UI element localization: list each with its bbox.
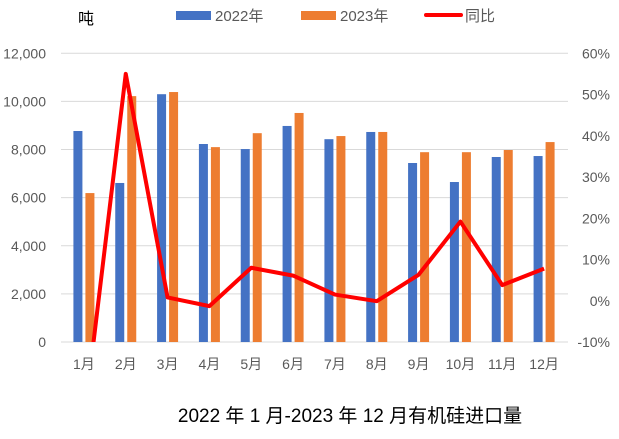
left-tick-label: 12,000 — [3, 45, 46, 61]
bar-2023年-2月 — [127, 96, 137, 342]
x-tick-label: 6月 — [282, 356, 304, 372]
bar-2023年-6月 — [294, 112, 304, 343]
bar-2022年-4月 — [198, 143, 208, 342]
right-tick-label: 40% — [582, 128, 610, 144]
legend-label-2023: 2023年 — [340, 8, 388, 25]
bar-2022年-10月 — [449, 182, 459, 342]
gridlines — [61, 52, 568, 343]
x-tick-label: 11月 — [488, 356, 517, 372]
bar-2022年-6月 — [282, 125, 292, 342]
bar-2022年-2月 — [115, 182, 125, 342]
right-tick-label: 30% — [582, 169, 610, 185]
right-axis-ticks: -10% 0% 10% 20% 30% 40% 50% 60% — [577, 45, 610, 350]
x-tick-label: 3月 — [157, 356, 179, 372]
bar-2023年-1月 — [85, 193, 95, 342]
left-tick-label: 6,000 — [11, 190, 46, 206]
x-axis-ticks: 1月 2月 3月 4月 5月 6月 7月 8月 9月 10月 11月 12月 — [73, 356, 559, 372]
yoy-line — [91, 71, 545, 342]
bar-2022年-12月 — [533, 156, 543, 342]
bar-2023年-12月 — [545, 142, 555, 342]
right-tick-label: 20% — [582, 210, 610, 226]
bar-2023年-7月 — [336, 136, 346, 342]
bar-2023年-11月 — [503, 150, 513, 342]
bar-2022年-8月 — [366, 131, 376, 342]
bar-2023年-10月 — [461, 152, 471, 342]
right-tick-label: 10% — [582, 252, 610, 268]
bar-2023年-4月 — [210, 147, 220, 342]
legend-label-yoy: 同比 — [465, 8, 495, 25]
left-tick-label: 0 — [38, 334, 46, 350]
chart-title: 2022 年 1 月-2023 年 12 月有机硅进口量 — [178, 405, 522, 427]
left-axis-ticks: 0 2,000 4,000 6,000 8,000 10,000 12,000 — [3, 45, 46, 350]
bars — [73, 92, 555, 343]
bar-2022年-5月 — [240, 149, 250, 342]
bar-2022年-11月 — [491, 156, 501, 342]
bar-2023年-9月 — [420, 152, 430, 342]
x-tick-label: 10月 — [446, 356, 476, 372]
bar-2023年-5月 — [252, 133, 262, 342]
bar-2023年-8月 — [378, 131, 388, 342]
left-tick-label: 8,000 — [11, 142, 46, 158]
right-tick-label: 60% — [582, 45, 610, 61]
bar-2022年-3月 — [157, 94, 167, 343]
x-tick-label: 12月 — [529, 356, 559, 372]
x-tick-label: 2月 — [115, 356, 137, 372]
left-tick-label: 10,000 — [3, 93, 46, 109]
y-axis-unit: 吨 — [78, 10, 94, 28]
bar-2022年-9月 — [408, 163, 418, 342]
right-tick-label: 0% — [590, 293, 610, 309]
bar-2022年-7月 — [324, 139, 334, 342]
right-tick-label: -10% — [577, 334, 610, 350]
x-tick-label: 4月 — [199, 356, 221, 372]
bar-2023年-3月 — [169, 92, 179, 342]
x-tick-label: 9月 — [408, 356, 430, 372]
x-tick-label: 7月 — [324, 356, 346, 372]
right-tick-label: 50% — [582, 87, 610, 103]
left-tick-label: 4,000 — [11, 238, 46, 254]
bar-2022年-1月 — [73, 131, 83, 342]
legend-swatch-2023 — [301, 11, 336, 20]
legend: 2022年 2023年 同比 — [176, 8, 495, 25]
legend-swatch-2022 — [176, 11, 211, 20]
left-tick-label: 2,000 — [11, 286, 46, 302]
x-tick-label: 8月 — [366, 356, 388, 372]
legend-label-2022: 2022年 — [215, 8, 263, 25]
x-tick-label: 5月 — [240, 356, 262, 372]
x-tick-label: 1月 — [73, 356, 95, 372]
